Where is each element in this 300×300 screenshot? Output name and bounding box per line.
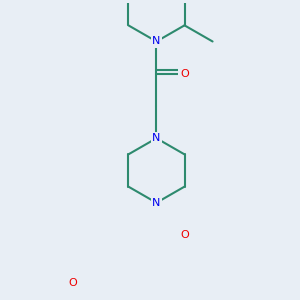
Text: O: O bbox=[68, 278, 76, 288]
Text: O: O bbox=[180, 230, 189, 240]
Text: N: N bbox=[152, 198, 160, 208]
Text: N: N bbox=[152, 133, 160, 143]
Text: N: N bbox=[152, 37, 160, 46]
Text: O: O bbox=[180, 69, 189, 79]
